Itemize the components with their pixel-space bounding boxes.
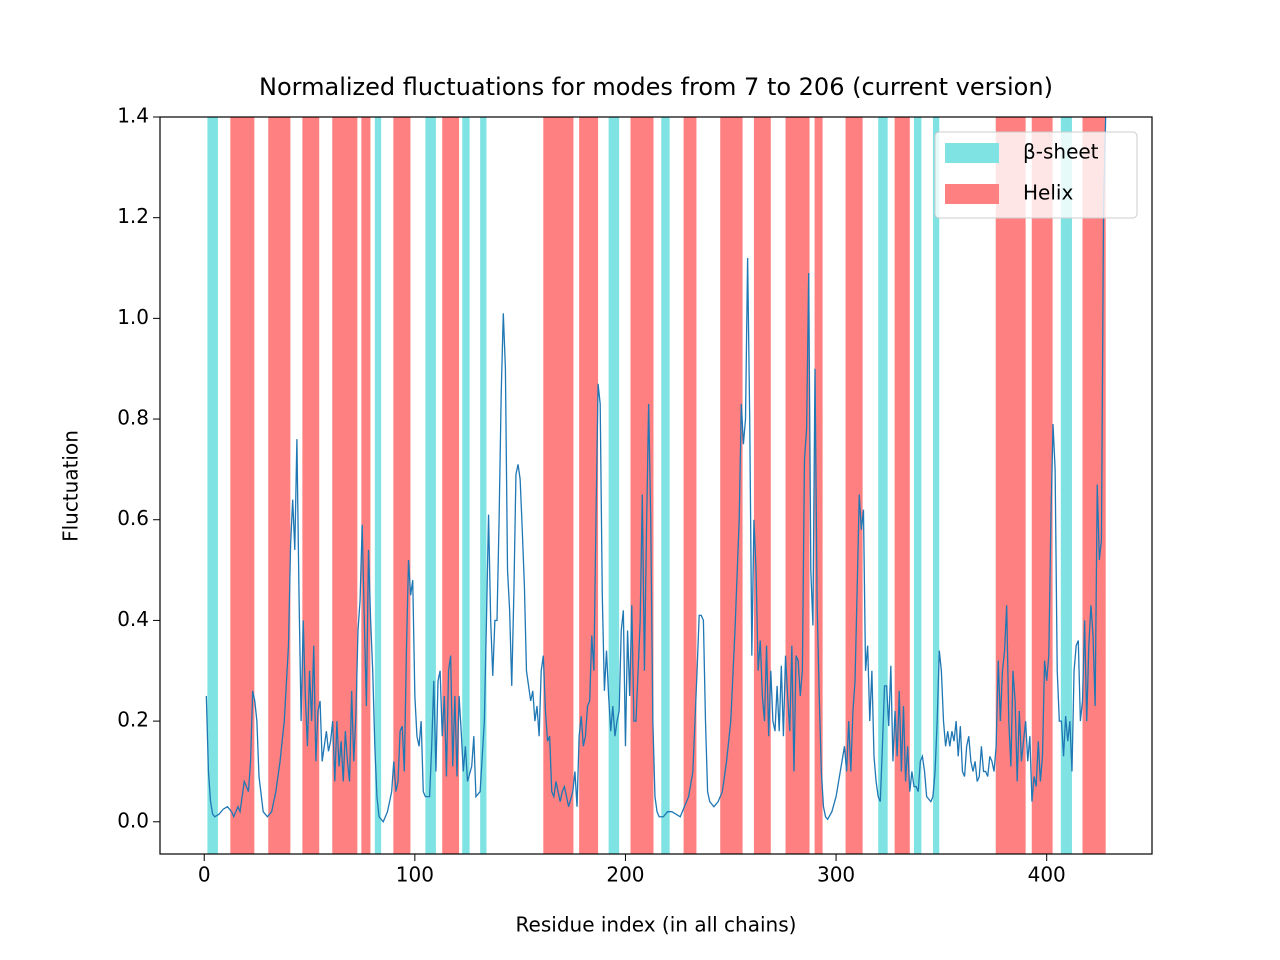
y-tick-label: 0.2 [117, 708, 149, 732]
span [914, 117, 922, 854]
data-line [205, 116, 1107, 824]
legend-label: Helix [1023, 181, 1073, 205]
span [374, 117, 382, 854]
span [932, 117, 940, 854]
span [753, 117, 771, 854]
span [683, 117, 697, 854]
span [543, 117, 574, 854]
span [442, 117, 460, 854]
legend-swatch [945, 184, 999, 204]
span [608, 117, 620, 854]
legend-swatch [945, 143, 999, 163]
x-tick-label: 300 [817, 863, 855, 887]
span [661, 117, 670, 854]
y-tick-label: 0.6 [117, 506, 149, 530]
legend-label: β-sheet [1023, 140, 1099, 164]
x-tick-label: 0 [198, 863, 211, 887]
span [579, 117, 599, 854]
span [785, 117, 810, 854]
y-tick-label: 0.8 [117, 406, 149, 430]
span [302, 117, 320, 854]
x-tick-label: 100 [396, 863, 434, 887]
span [268, 117, 291, 854]
span [894, 117, 910, 854]
span [393, 117, 411, 854]
y-tick-label: 0.4 [117, 607, 149, 631]
span [207, 117, 218, 854]
spans [207, 117, 1106, 854]
span [720, 117, 743, 854]
y-tick-label: 0.0 [117, 808, 149, 832]
y-tick-label: 1.2 [117, 204, 149, 228]
y-axis-label: Fluctuation [59, 430, 83, 542]
chart-title: Normalized fluctuations for modes from 7… [259, 73, 1053, 101]
span [425, 117, 436, 854]
span [230, 117, 255, 854]
x-tick-label: 400 [1028, 863, 1066, 887]
span [1060, 117, 1072, 854]
x-tick-label: 200 [606, 863, 644, 887]
span [845, 117, 863, 854]
span [814, 117, 823, 854]
y-tick-label: 1.0 [117, 305, 149, 329]
span [878, 117, 888, 854]
x-axis-label: Residue index (in all chains) [516, 913, 797, 937]
y-tick-label: 1.4 [117, 104, 149, 128]
span [361, 117, 371, 854]
span [462, 117, 470, 854]
span [630, 117, 654, 854]
span [480, 117, 487, 854]
axes-frame [159, 116, 1153, 855]
